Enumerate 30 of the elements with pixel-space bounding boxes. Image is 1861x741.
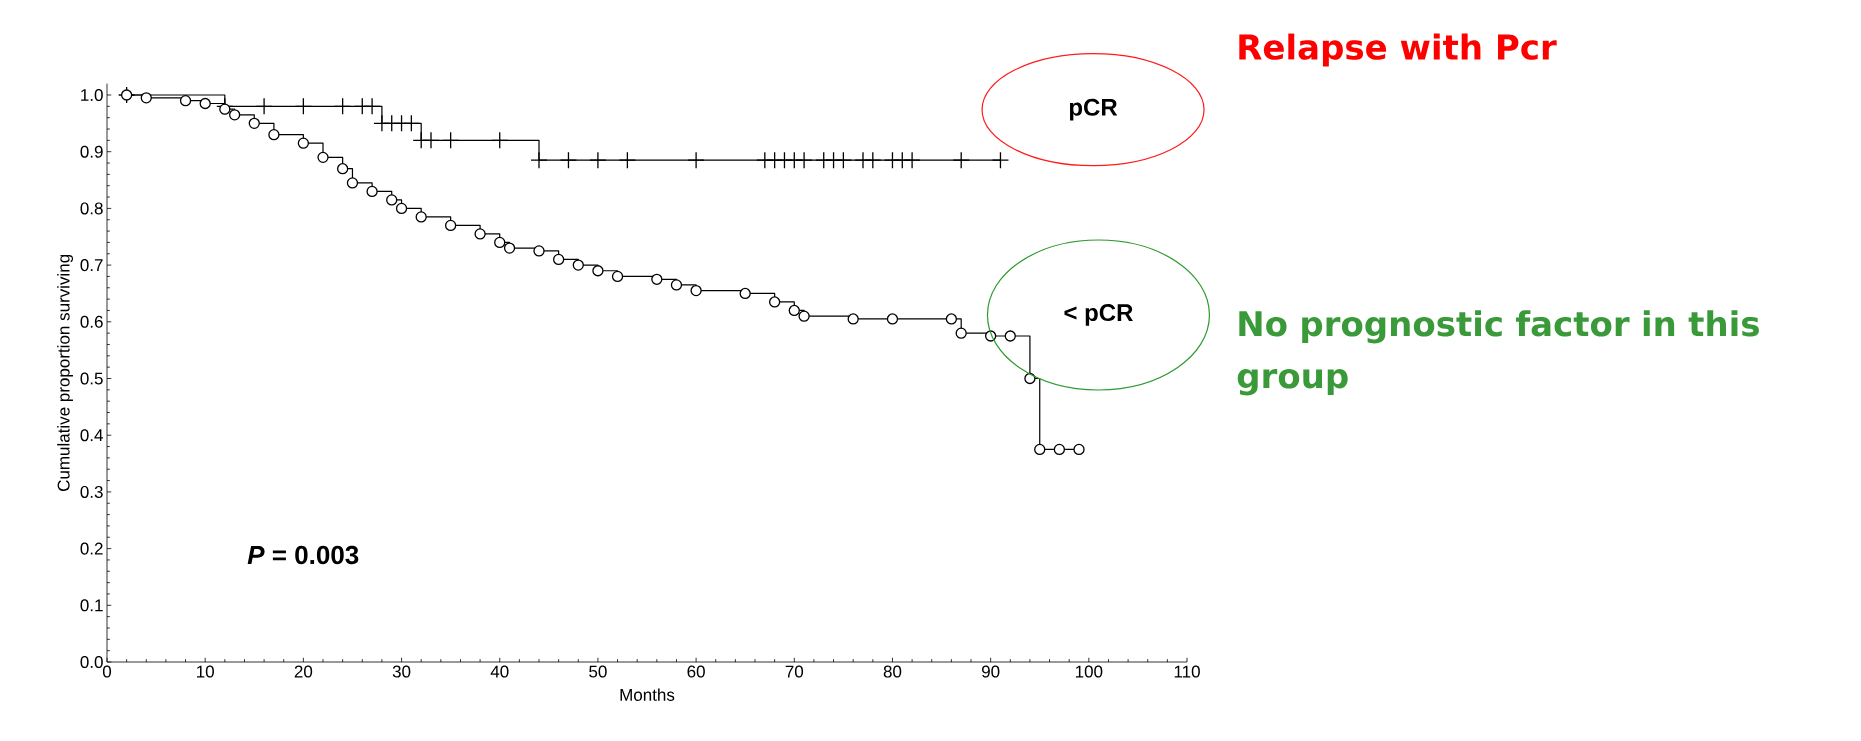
x-tick-label: 110: [1174, 665, 1200, 678]
x-tick-label: 60: [687, 665, 705, 678]
x-tick-label: 70: [785, 665, 804, 678]
text: Relapse with Pcr: [1239, 33, 1557, 67]
text: pCR: [1069, 98, 1118, 121]
series-label: < pCR: [1064, 304, 1133, 326]
x-tick-label: 0: [102, 665, 112, 678]
x-tick-label: 50: [589, 665, 607, 678]
x-tick-label: 80: [883, 665, 902, 678]
y-tick-label: 0.0: [80, 655, 103, 669]
x-tick-label: 40: [490, 665, 509, 678]
x-tick-label: 10: [197, 665, 214, 678]
x-tick-label: 30: [392, 665, 411, 678]
x-tick-label: 100: [1075, 665, 1103, 678]
y-tick-label: 0.1: [80, 599, 103, 612]
y-tick-label: 0.9: [80, 145, 103, 158]
text: No prognostic factor in this group: [1237, 310, 1759, 396]
y-tick-label: 0.8: [80, 202, 103, 215]
x-tick-label: 90: [981, 665, 1000, 678]
x-tick-label: 20: [294, 665, 313, 678]
y-tick-label: 1.0: [81, 88, 103, 102]
y-tick-label: 0.2: [80, 542, 103, 555]
y-tick-label: 0.5: [80, 372, 103, 385]
y-tick-label: 0.3: [80, 485, 103, 498]
y-tick-label: 0.4: [80, 429, 103, 442]
y-tick-label: 0.6: [80, 315, 103, 328]
y-tick-label: 0.7: [80, 259, 103, 272]
y-axis-title: Cumulative proportion surviving: [57, 254, 74, 492]
annotation: P = 0.003: [247, 545, 359, 565]
x-axis-title: Months: [620, 688, 675, 701]
